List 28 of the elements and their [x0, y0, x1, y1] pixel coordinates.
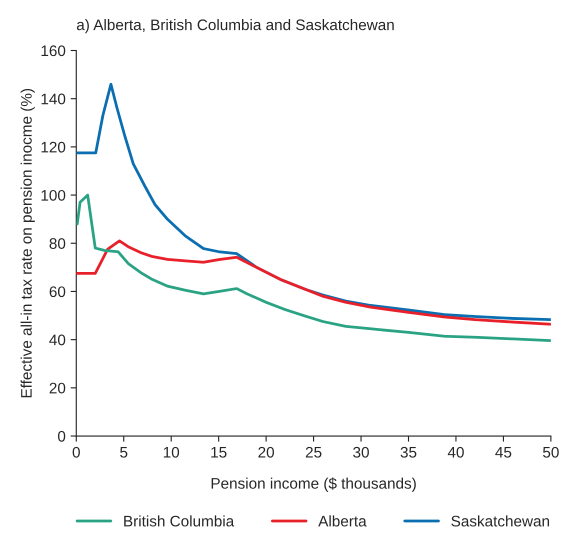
y-tick-label: 140 [42, 94, 66, 104]
y-tick-label: 20 [50, 382, 66, 394]
y-tick-label: 100 [42, 190, 66, 201]
y-tick-label: 120 [42, 142, 66, 153]
x-tick-label: 0 [72, 446, 80, 458]
x-tick-label: 40 [448, 446, 464, 458]
y-tick-label: 40 [49, 334, 66, 346]
x-tick-label: 45 [495, 447, 512, 458]
legend-label: British Columbia [124, 515, 234, 527]
y-tick-label: 60 [50, 286, 66, 298]
y-tick-label: 160 [42, 45, 66, 56]
x-tick-label: 20 [258, 446, 274, 458]
x-tick-label: 35 [400, 446, 416, 458]
chart-title: a) Alberta, British Columbia and Saskatchewan [76, 19, 394, 34]
x-tick-label: 30 [353, 446, 369, 458]
legend-label: Alberta [318, 515, 367, 527]
y-axis-title: Effective all-in tax rate on pension inocme (%) [20, 88, 35, 398]
x-tick-label: 50 [542, 446, 559, 458]
line-series [76, 194, 551, 342]
y-tick-label: 80 [50, 238, 66, 249]
x-tick-label: 25 [306, 446, 322, 458]
x-tick-label: 10 [164, 446, 180, 458]
legend-label: Saskatchewan [451, 515, 550, 527]
x-axis-title: Pension income ($ thousands) [212, 477, 416, 492]
x-tick-label: 15 [211, 447, 227, 458]
y-tick-label: 0 [58, 430, 66, 442]
line-series [76, 239, 551, 326]
x-tick-label: 5 [120, 447, 128, 458]
